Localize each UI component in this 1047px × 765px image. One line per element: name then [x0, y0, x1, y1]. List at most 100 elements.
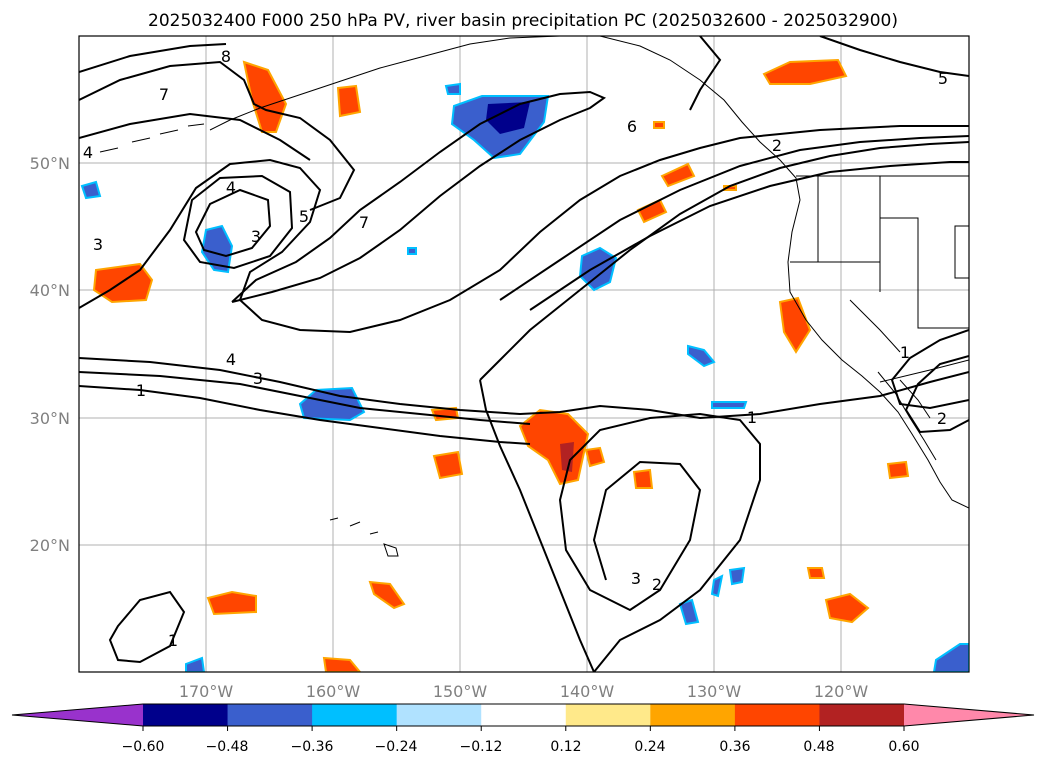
colorbar-extend-max — [904, 704, 1034, 726]
map-frame — [78, 35, 970, 673]
us-state-borders — [790, 176, 969, 353]
pv-contour — [79, 385, 531, 445]
precip-blob-negative — [687, 344, 716, 368]
colorbar-segment — [227, 704, 313, 726]
pv-contour — [108, 590, 186, 664]
contour-label: 5 — [299, 207, 309, 226]
contour-label: 1 — [900, 343, 910, 362]
precip-blob-positive — [336, 84, 362, 118]
precip-blob-negative — [728, 566, 746, 586]
alaska-peninsula-coast — [209, 36, 561, 131]
precip-blob-negative — [678, 598, 700, 626]
x-tick-label: 160°W — [306, 682, 361, 701]
pv-contour — [819, 36, 969, 77]
x-axis-labels: 170°W 160°W 150°W 140°W 130°W 120°W — [179, 682, 869, 701]
precip-blob-positive — [322, 656, 362, 672]
precip-blob-positive — [432, 450, 464, 480]
pv-contour — [79, 371, 531, 425]
pv-contour — [558, 412, 761, 672]
pv-contour — [79, 60, 356, 211]
pv-contours — [79, 36, 969, 672]
pv-contour — [194, 188, 272, 258]
colorbar-tick-label: 0.60 — [888, 739, 919, 755]
contour-label: 1 — [168, 631, 178, 650]
contour-label: 7 — [359, 213, 369, 232]
colorbar — [11, 703, 1035, 731]
contour-label: 3 — [93, 235, 103, 254]
contour-label: 6 — [627, 117, 637, 136]
x-tick-label: 120°W — [814, 682, 869, 701]
precip-blob-positive — [660, 162, 696, 188]
north-america-coast — [599, 36, 969, 509]
coastlines — [99, 36, 969, 557]
contour-label: 1 — [747, 408, 757, 427]
colorbar-segment — [650, 704, 736, 726]
pv-contour — [529, 161, 969, 311]
precip-blob-strong-negative — [486, 102, 530, 134]
colorbar-tick-label: −0.60 — [122, 739, 165, 755]
y-tick-label: 30°N — [30, 409, 70, 428]
precip-blob-negative — [185, 656, 206, 672]
precip-blob-positive — [632, 468, 654, 489]
colorbar-tick-label: 0.24 — [634, 739, 665, 755]
x-tick-label: 130°W — [687, 682, 742, 701]
contour-label: 4 — [83, 143, 93, 162]
pv-contour — [79, 43, 227, 73]
colorbar-segment — [565, 704, 651, 726]
colorbar-extend-min — [12, 704, 143, 726]
precip-blob-positive — [824, 592, 870, 624]
precip-blob-positive — [778, 296, 812, 354]
colorbar-tick-labels: −0.60 −0.48 −0.36 −0.24 −0.12 0.12 0.24 … — [122, 739, 920, 755]
colorbar-tick-label: −0.48 — [206, 739, 249, 755]
contour-label: 4 — [226, 178, 236, 197]
colorbar-segment — [143, 704, 229, 726]
colorbar-tick-label: −0.24 — [375, 739, 418, 755]
chart-title: 2025032400 F000 250 hPa PV, river basin … — [148, 11, 898, 31]
x-tick-label: 170°W — [179, 682, 234, 701]
pv-contour — [79, 357, 969, 420]
x-tick-label: 140°W — [560, 682, 615, 701]
contour-label: 3 — [251, 227, 261, 246]
pv-contour — [79, 125, 969, 334]
precip-shading — [80, 58, 969, 672]
colorbar-tick-label: −0.12 — [460, 739, 503, 755]
contour-label: 5 — [938, 69, 948, 88]
pv-contour — [79, 112, 311, 161]
map-panel: 8 7 4 4 3 3 5 7 6 2 5 4 3 1 1 1 2 3 2 1 — [78, 35, 970, 673]
colorbar-segment — [481, 704, 567, 726]
contour-label: 2 — [652, 575, 662, 594]
contour-label: 4 — [226, 350, 236, 369]
contour-label: 7 — [159, 85, 169, 104]
mexico-border — [879, 359, 969, 383]
precip-blob-negative — [710, 574, 724, 598]
precip-blob-negative — [200, 224, 234, 274]
pv-contour — [499, 135, 969, 301]
aleutian-islands — [99, 123, 205, 153]
colorbar-tick-label: 0.48 — [803, 739, 834, 755]
colorbar-tick-label: −0.36 — [291, 739, 334, 755]
gridlines — [79, 36, 969, 672]
colorbar-tick-label: 0.36 — [719, 739, 750, 755]
precip-blob-strong — [560, 442, 574, 472]
precip-blob-positive — [806, 567, 826, 579]
precip-blob-positive — [92, 262, 154, 304]
precip-blob-positive — [584, 446, 606, 468]
precip-blob-negative — [711, 401, 748, 409]
contour-labels: 8 7 4 4 3 3 5 7 6 2 5 4 3 1 1 1 2 3 2 1 — [83, 47, 948, 650]
contour-label: 2 — [937, 409, 947, 428]
y-tick-label: 50°N — [30, 154, 70, 173]
precip-blob-positive — [762, 58, 848, 85]
precip-blob-negative — [932, 643, 969, 672]
x-tick-label: 150°W — [433, 682, 488, 701]
contour-label: 8 — [221, 47, 231, 66]
colorbar-tick-label: 0.12 — [550, 739, 581, 755]
precip-blob-positive — [653, 121, 665, 129]
precip-blob-positive — [206, 590, 257, 616]
contour-label: 3 — [631, 569, 641, 588]
pv-contour — [479, 141, 969, 381]
y-axis-labels: 20°N 30°N 40°N 50°N — [30, 154, 70, 555]
hawaii-islands — [329, 517, 399, 557]
colorbar-segment — [819, 704, 905, 726]
contour-label: 2 — [772, 136, 782, 155]
